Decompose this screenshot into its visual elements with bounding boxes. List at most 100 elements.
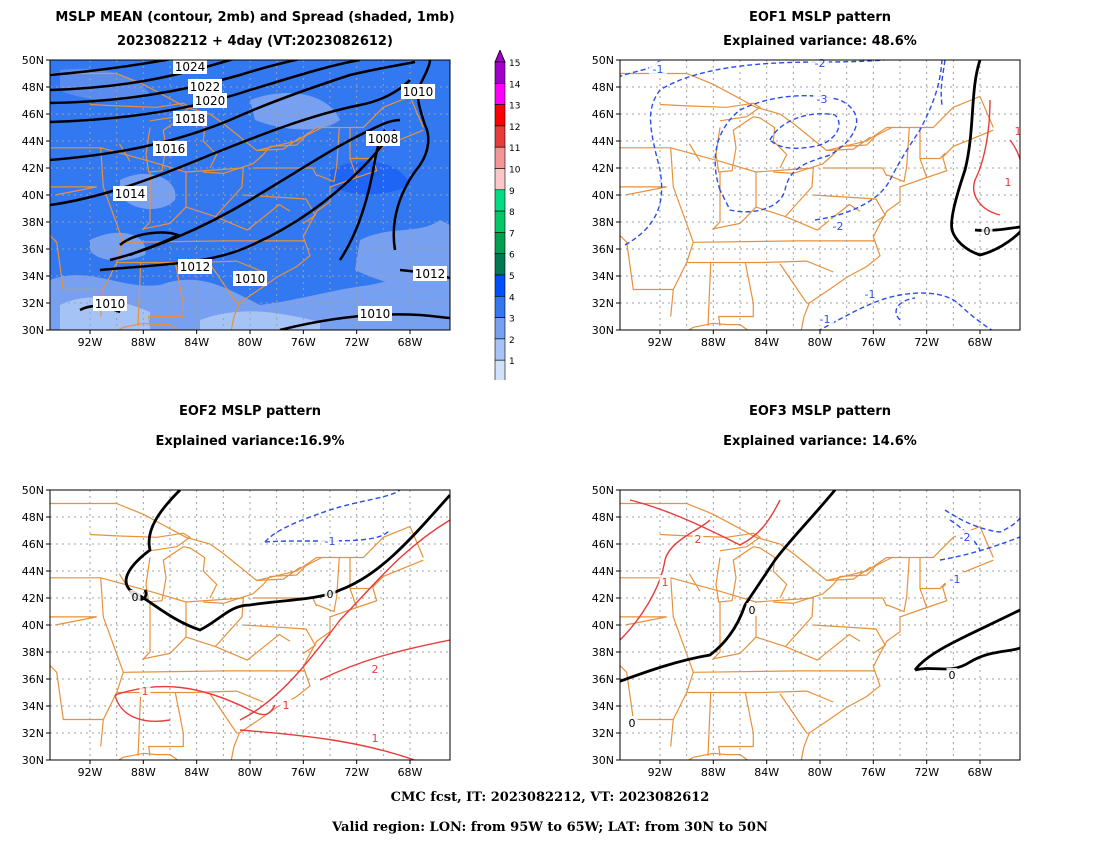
map-outline [256,566,302,582]
contour-label-box [369,731,381,744]
lon-tick-label: 72W [914,336,939,349]
colorbar-segment [494,232,506,254]
map-outline [262,126,323,155]
map-outline [137,262,142,326]
colorbar-segment [494,189,506,212]
contour-label: -1 [865,288,876,301]
map-outline [230,559,424,760]
map-outline [117,752,199,760]
contour-label: 0 [132,591,139,604]
contour-label: 1 [142,685,149,698]
contour-label: 1010 [360,307,391,321]
contour-label: 1 [283,699,290,712]
colorbar-segment [494,168,506,191]
map-outline [711,597,814,660]
contour-label: 1010 [235,272,266,286]
map-outline [316,557,340,613]
contour-label: -1 [325,535,336,548]
contour-label-box [413,266,447,281]
contour-label: 1022 [190,80,221,94]
map-outline [800,559,994,760]
lat-tick-label: 36N [22,243,44,256]
map-outline [262,556,323,585]
map-outline [230,129,424,330]
colorbar-segment [494,253,506,276]
lat-tick-label: 42N [22,592,44,605]
map-outline [137,692,142,756]
map-outline [832,126,893,155]
map-outline [919,127,928,178]
contour-label-box [358,306,392,321]
contour-label: 1010 [403,85,434,99]
contour-label-box [153,141,187,156]
map-outline [243,624,317,654]
map-outline [620,235,674,291]
contour-label: 1016 [155,142,186,156]
lat-tick-label: 32N [592,727,614,740]
colorbar-label: 6 [509,251,515,261]
contour-label-box [956,530,974,543]
map-outline [707,262,712,326]
lat-tick-label: 34N [22,700,44,713]
map-outline [123,240,305,243]
lat-tick-label: 36N [592,243,614,256]
colorbar-label: 1 [509,357,515,367]
lat-tick-label: 50N [592,54,614,67]
eof1-title-line1: EOF1 MSLP pattern [748,10,891,25]
lon-tick-label: 68W [968,766,993,779]
contour-label: -1 [820,313,831,326]
contour-label: 0 [949,669,956,682]
colorbar-segment [494,125,506,148]
mean-title-line2: 2023082212 + 4day (VT:2023082612) [117,34,393,49]
colorbar-segment [494,61,506,84]
map-outline [718,262,754,326]
colorbar-segment [494,317,506,340]
lat-tick-label: 46N [592,538,614,551]
map-outline [243,194,317,224]
lon-tick-label: 84W [184,336,209,349]
contour-label: 0 [749,604,756,617]
lat-tick-label: 38N [22,646,44,659]
lat-tick-label: 32N [22,727,44,740]
contour-label: -2 [960,531,971,544]
eof3-map: 2 1 0 0 0 -2 -1 50N 48N 46N 44N 42N 40N 38N 36N 34N 32N… [592,484,1021,779]
colorbar-label: 2 [509,336,515,346]
map-outline [141,597,244,660]
map-outline [785,203,861,231]
lat-tick-label: 38N [22,216,44,229]
contour-label: 1 [372,732,379,745]
colorbar-label: 12 [509,123,520,133]
colorbar-segment [494,82,506,105]
map-outline [118,143,131,162]
contour-label: 1012 [180,260,211,274]
colorbar-label: 9 [509,187,515,197]
contour-label-box [659,575,671,588]
map-outline [50,616,97,626]
colorbar-label: 13 [509,102,520,112]
map-outline [148,692,184,756]
map-outline [920,152,946,160]
lon-tick-label: 80W [238,336,263,349]
map-outline [832,556,893,585]
lat-tick-label: 36N [592,673,614,686]
lon-tick-label: 72W [344,336,369,349]
lon-tick-label: 92W [78,766,103,779]
map-outline [686,260,834,273]
contour-label: 1010 [95,297,126,311]
lat-tick-label: 40N [22,189,44,202]
contour-label-box [816,312,834,325]
lat-tick-label: 40N [22,619,44,632]
contour-label: -2 [833,220,844,233]
contour-label-box [626,716,638,729]
lon-tick-label: 92W [78,336,103,349]
contour-label-box [139,684,151,697]
contour-label-box [321,534,339,547]
contour-label: -1 [653,63,664,76]
map-outline [50,235,104,291]
lat-tick-label: 30N [592,754,614,767]
lon-tick-label: 80W [238,766,263,779]
eof1-title-line2: Explained variance: 48.6% [723,34,917,49]
lat-tick-label: 44N [22,565,44,578]
eof1-map: -1 -2 -3 -2 -1 -1 0 1 1 50N 48N 46N 44N 42N 40N 38N 36N… [592,54,1024,349]
contour-label-box [692,532,704,545]
